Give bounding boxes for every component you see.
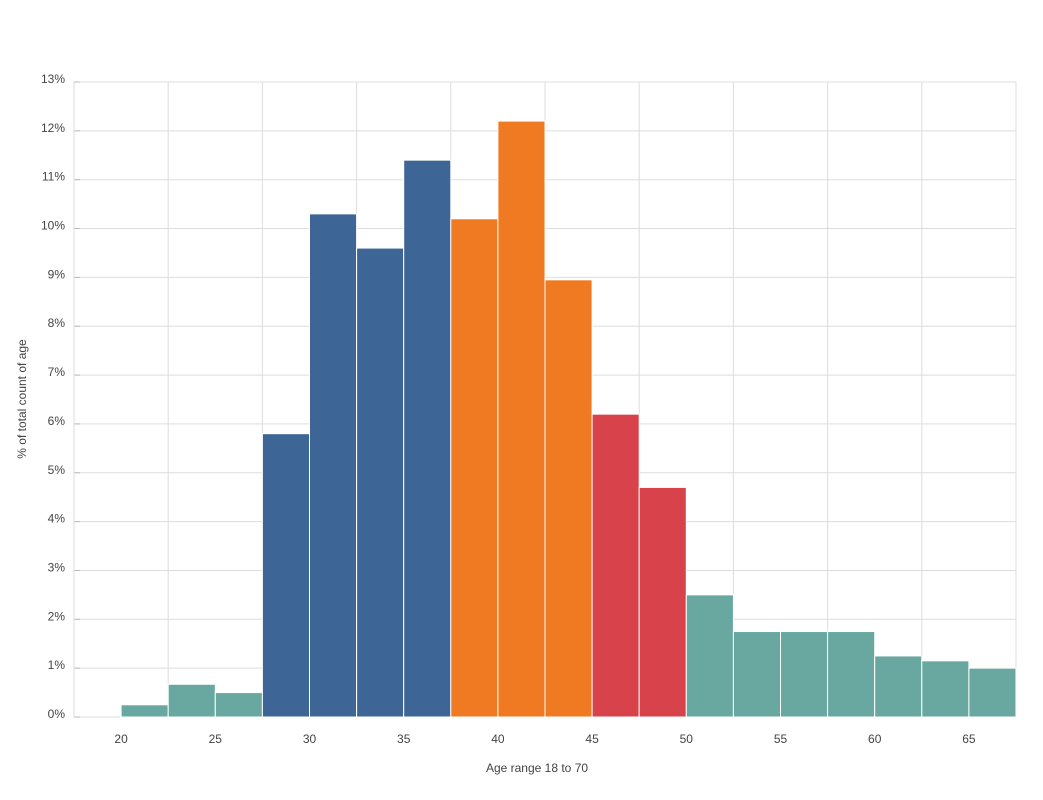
y-axis-ticks: 0% 1% 2% 3% 4% 5% 6% 7% 8% 9% 10% 11% 12% 13% (41, 72, 65, 721)
y-tick-label: 12% (41, 121, 65, 135)
histogram-bar (638, 486, 687, 718)
histogram-bar (921, 660, 970, 718)
histogram-bar (780, 631, 829, 718)
y-tick-label: 10% (41, 219, 65, 233)
x-tick-label: 30 (303, 732, 317, 746)
x-axis-ticks: 20 25 30 35 40 45 50 55 60 65 (114, 732, 975, 746)
histogram-bar (827, 631, 876, 718)
x-tick-label: 35 (397, 732, 411, 746)
histogram-bar (874, 655, 923, 718)
x-axis-title: Age range 18 to 70 (486, 761, 588, 775)
histogram-bar (120, 704, 169, 718)
histogram-bar (309, 213, 358, 718)
histogram-bars (120, 120, 1017, 718)
x-tick-label: 65 (962, 732, 976, 746)
histogram-bar (732, 631, 782, 718)
y-tick-label: 7% (48, 365, 66, 379)
x-tick-label: 55 (774, 732, 788, 746)
histogram-bar (356, 247, 405, 718)
x-tick-label: 40 (491, 732, 505, 746)
histogram-bar (261, 433, 310, 718)
x-tick-label: 20 (114, 732, 128, 746)
histogram-bar (497, 120, 546, 718)
y-tick-label: 1% (48, 658, 66, 672)
y-tick-label: 0% (48, 707, 66, 721)
y-tick-label: 9% (48, 267, 66, 281)
histogram-bar (591, 413, 640, 718)
histogram-bar (544, 279, 593, 718)
y-tick-label: 2% (48, 609, 66, 623)
histogram-bar (167, 683, 216, 718)
y-tick-label: 4% (48, 512, 66, 526)
histogram-bar (214, 692, 263, 718)
x-tick-label: 45 (585, 732, 599, 746)
y-tick-label: 13% (41, 72, 65, 86)
y-tick-label: 6% (48, 414, 66, 428)
x-tick-label: 50 (680, 732, 694, 746)
y-tick-label: 11% (42, 170, 65, 184)
y-tick-label: 8% (48, 316, 66, 330)
y-tick-label: 3% (48, 560, 66, 574)
histogram-bar (403, 159, 452, 718)
y-axis-title: % of total count of age (15, 339, 29, 459)
y-tick-label: 5% (48, 463, 66, 477)
x-tick-label: 25 (209, 732, 223, 746)
x-tick-label: 60 (868, 732, 882, 746)
histogram-bar (450, 218, 499, 718)
histogram-bar (685, 594, 734, 718)
histogram-bar (968, 667, 1017, 718)
